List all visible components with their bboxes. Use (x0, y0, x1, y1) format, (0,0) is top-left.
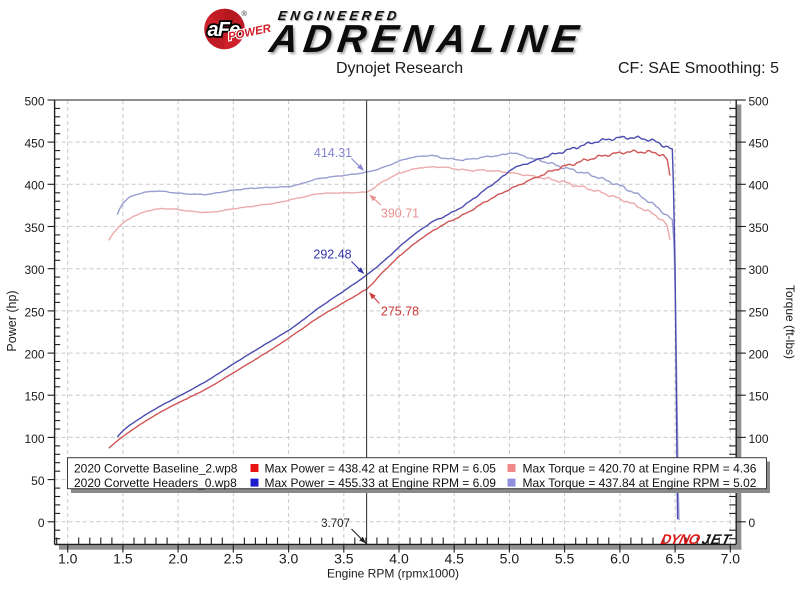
svg-text:2020 Corvette Headers_0.wp8: 2020 Corvette Headers_0.wp8 (74, 476, 237, 490)
svg-text:100: 100 (24, 432, 44, 446)
svg-text:4.5: 4.5 (444, 551, 464, 567)
svg-text:1.5: 1.5 (113, 551, 133, 567)
svg-text:6.0: 6.0 (610, 551, 630, 567)
svg-text:450: 450 (24, 137, 44, 151)
svg-text:0: 0 (749, 516, 756, 530)
svg-text:Engine RPM (rpmx1000): Engine RPM (rpmx1000) (327, 567, 459, 581)
svg-text:150: 150 (749, 390, 769, 404)
svg-text:500: 500 (24, 94, 44, 108)
svg-text:Max Torque = 420.70 at Engine: Max Torque = 420.70 at Engine RPM = 4.36 (523, 462, 757, 476)
svg-text:2.5: 2.5 (224, 551, 244, 567)
svg-text:200: 200 (749, 348, 769, 362)
svg-text:Power (hp): Power (hp) (5, 290, 19, 351)
svg-text:®: ® (242, 9, 248, 18)
svg-text:5.5: 5.5 (555, 551, 575, 567)
svg-text:350: 350 (24, 221, 44, 235)
svg-text:6.5: 6.5 (665, 551, 685, 567)
svg-text:414.31: 414.31 (314, 146, 352, 160)
svg-text:50: 50 (31, 474, 45, 488)
svg-text:500: 500 (749, 94, 769, 108)
svg-text:3.5: 3.5 (334, 551, 354, 567)
svg-text:292.48: 292.48 (313, 248, 351, 262)
svg-text:300: 300 (24, 263, 44, 277)
svg-text:275.78: 275.78 (381, 305, 419, 319)
svg-text:2.0: 2.0 (168, 551, 188, 567)
svg-text:400: 400 (24, 179, 44, 193)
svg-text:Max Power = 438.42 at Engine R: Max Power = 438.42 at Engine RPM = 6.05 (265, 462, 497, 476)
svg-text:Max Power = 455.33 at Engine R: Max Power = 455.33 at Engine RPM = 6.09 (265, 476, 497, 490)
svg-text:DYNO: DYNO (659, 532, 701, 548)
svg-text:0: 0 (38, 516, 45, 530)
svg-text:2020 Corvette Baseline_2.wp8: 2020 Corvette Baseline_2.wp8 (74, 462, 238, 476)
svg-text:JET: JET (700, 532, 733, 548)
svg-text:390.71: 390.71 (381, 207, 419, 221)
svg-text:Torque (ft-lbs): Torque (ft-lbs) (783, 285, 797, 359)
svg-text:aFe: aFe (207, 19, 240, 41)
svg-text:Max Torque = 437.84 at Engine: Max Torque = 437.84 at Engine RPM = 5.02 (523, 476, 757, 490)
svg-text:300: 300 (749, 263, 769, 277)
svg-text:1.0: 1.0 (58, 551, 78, 567)
svg-text:200: 200 (24, 348, 44, 362)
svg-text:7.0: 7.0 (721, 551, 741, 567)
svg-text:350: 350 (749, 221, 769, 235)
svg-text:3.0: 3.0 (279, 551, 299, 567)
svg-text:150: 150 (24, 390, 44, 404)
svg-text:5.0: 5.0 (500, 551, 520, 567)
svg-text:450: 450 (749, 137, 769, 151)
svg-text:100: 100 (749, 432, 769, 446)
svg-text:250: 250 (24, 305, 44, 319)
svg-text:250: 250 (749, 305, 769, 319)
svg-text:4.0: 4.0 (389, 551, 409, 567)
svg-text:400: 400 (749, 179, 769, 193)
svg-text:3.707: 3.707 (321, 518, 350, 530)
